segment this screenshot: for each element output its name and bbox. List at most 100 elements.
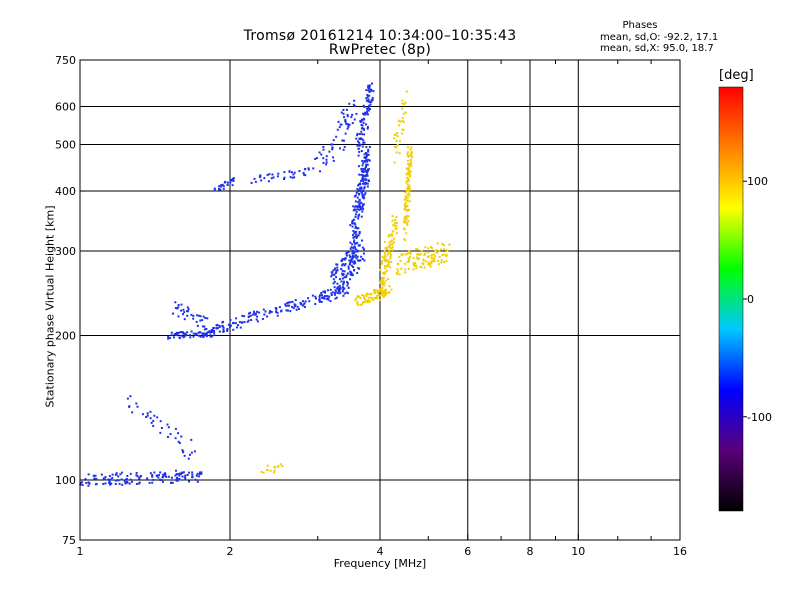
data-point — [357, 190, 360, 193]
data-point — [120, 478, 123, 481]
data-point — [286, 302, 289, 305]
data-point — [251, 313, 254, 316]
data-point — [203, 325, 206, 328]
data-point — [355, 191, 358, 194]
data-point — [364, 181, 367, 184]
data-point — [367, 109, 370, 112]
data-point — [362, 294, 365, 297]
data-point — [345, 276, 348, 279]
data-point — [159, 431, 162, 434]
data-point — [232, 179, 235, 182]
data-point — [356, 300, 359, 303]
data-point — [184, 474, 187, 477]
data-point — [381, 283, 384, 286]
data-point — [188, 480, 191, 483]
data-point — [365, 99, 368, 102]
colorbar-tick-label: 100 — [747, 175, 768, 188]
data-point — [111, 476, 114, 479]
data-point — [315, 297, 318, 300]
data-point — [157, 476, 160, 479]
data-point — [432, 253, 435, 256]
data-point — [360, 303, 363, 306]
data-point — [348, 259, 351, 262]
data-point — [174, 427, 177, 430]
data-point — [364, 165, 367, 168]
data-point — [357, 214, 360, 217]
legend-o-stats: mean, sd,O: -92.2, 17.1 — [600, 32, 719, 43]
data-point — [333, 292, 336, 295]
data-point — [360, 118, 363, 121]
data-point — [92, 474, 95, 477]
data-point — [336, 128, 339, 131]
data-point — [327, 298, 330, 301]
data-point — [360, 127, 363, 130]
data-point — [283, 177, 286, 180]
data-point — [328, 295, 331, 298]
data-point — [358, 150, 361, 153]
data-point — [199, 315, 202, 318]
data-point — [362, 168, 365, 171]
data-point — [128, 482, 131, 485]
data-point — [181, 475, 184, 478]
data-point — [303, 302, 306, 305]
data-point — [196, 314, 199, 317]
data-point — [269, 310, 272, 313]
data-point — [151, 474, 154, 477]
data-point — [254, 180, 257, 183]
data-point — [126, 397, 129, 400]
data-point — [441, 253, 444, 256]
data-point — [359, 205, 362, 208]
data-point — [407, 167, 410, 170]
data-point — [145, 416, 148, 419]
data-point — [372, 298, 375, 301]
data-point — [422, 259, 425, 262]
data-point — [367, 293, 370, 296]
data-point — [445, 253, 448, 256]
data-point — [325, 161, 328, 164]
data-point — [180, 309, 183, 312]
data-point — [405, 199, 408, 202]
data-point — [84, 478, 87, 481]
data-point — [409, 252, 412, 255]
data-point — [366, 93, 369, 96]
data-point — [332, 159, 335, 162]
data-point — [253, 177, 256, 180]
data-point — [358, 144, 361, 147]
data-point — [184, 334, 187, 337]
data-point — [408, 194, 411, 197]
data-point — [358, 230, 361, 233]
data-point — [362, 128, 365, 131]
data-point — [394, 227, 397, 230]
data-point — [330, 293, 333, 296]
data-point — [256, 320, 259, 323]
data-point — [416, 248, 419, 251]
data-point — [308, 300, 311, 303]
data-point — [278, 306, 281, 309]
data-point — [176, 473, 179, 476]
data-point — [291, 176, 294, 179]
data-point — [336, 269, 339, 272]
data-point — [365, 123, 368, 126]
data-point — [367, 84, 370, 87]
data-point — [285, 309, 288, 312]
data-point — [221, 325, 224, 328]
data-point — [229, 324, 232, 327]
data-point — [366, 113, 369, 116]
data-point — [440, 261, 443, 264]
data-point — [406, 209, 409, 212]
data-point — [325, 295, 328, 298]
data-point — [340, 267, 343, 270]
data-point — [136, 475, 139, 478]
data-point — [109, 478, 112, 481]
data-point — [346, 115, 349, 118]
data-point — [359, 208, 362, 211]
data-point — [148, 481, 151, 484]
data-point — [438, 250, 441, 253]
data-point — [173, 333, 176, 336]
data-point — [149, 410, 152, 413]
data-point — [348, 262, 351, 265]
data-point — [406, 183, 409, 186]
data-point — [349, 255, 352, 258]
data-point — [203, 332, 206, 335]
data-point — [186, 331, 189, 334]
